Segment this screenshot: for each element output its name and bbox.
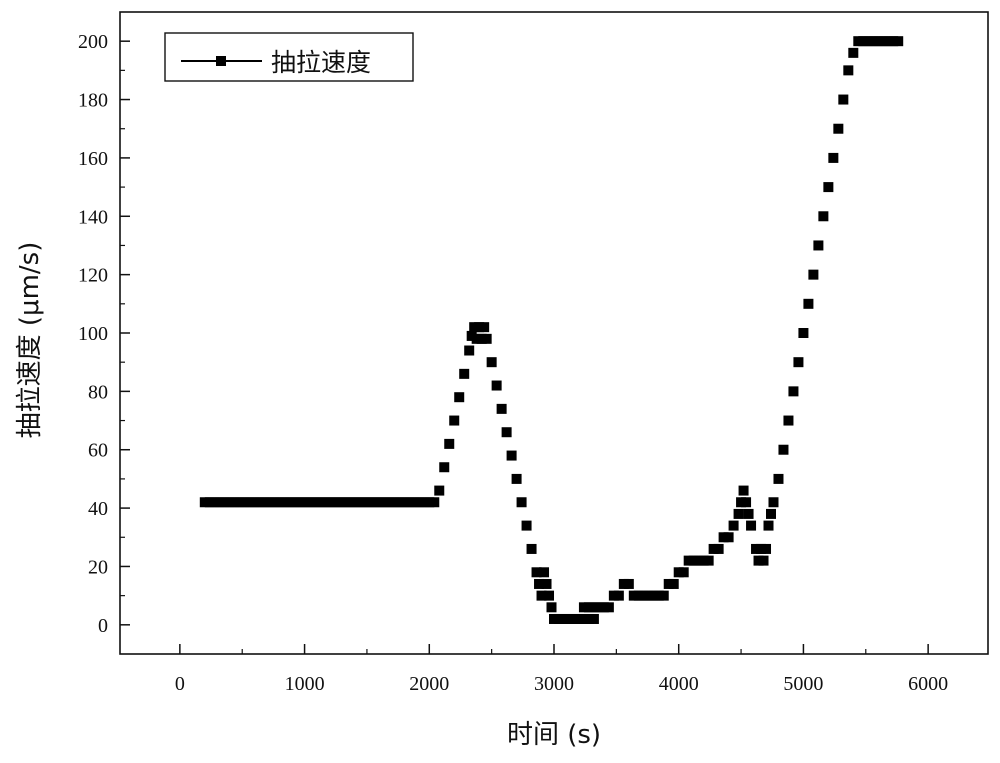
data-point <box>479 322 489 332</box>
data-point <box>604 602 614 612</box>
y-tick-label: 120 <box>78 265 108 287</box>
data-point <box>848 48 858 58</box>
y-tick-label: 140 <box>78 206 108 228</box>
y-tick-label: 200 <box>78 31 108 53</box>
data-point <box>464 346 474 356</box>
data-point <box>741 497 751 507</box>
data-point <box>783 416 793 426</box>
legend-label: 抽拉速度 <box>271 48 371 77</box>
data-point <box>589 614 599 624</box>
data-point <box>704 556 714 566</box>
data-point <box>439 462 449 472</box>
x-tick-label: 2000 <box>409 673 449 695</box>
y-tick-label: 0 <box>98 615 108 637</box>
data-point <box>539 567 549 577</box>
data-point <box>838 95 848 105</box>
data-point <box>823 182 833 192</box>
data-point <box>788 386 798 396</box>
data-point <box>818 211 828 221</box>
data-point <box>744 509 754 519</box>
x-tick-label: 6000 <box>908 673 948 695</box>
y-tick-label: 20 <box>88 556 108 578</box>
data-point <box>502 427 512 437</box>
data-point <box>729 521 739 531</box>
y-tick-label: 100 <box>78 323 108 345</box>
series-markers <box>200 36 903 624</box>
data-point <box>542 579 552 589</box>
data-point <box>544 591 554 601</box>
data-point <box>614 591 624 601</box>
x-tick-label: 3000 <box>534 673 574 695</box>
data-point <box>429 497 439 507</box>
data-point <box>547 602 557 612</box>
data-point <box>507 451 517 461</box>
x-axis-ticks: 0 1000 2000 3000 4000 5000 6000 <box>175 644 948 695</box>
data-point <box>739 486 749 496</box>
data-point <box>512 474 522 484</box>
data-point <box>893 36 903 46</box>
data-point <box>833 124 843 134</box>
y-tick-label: 40 <box>88 498 108 520</box>
legend-marker <box>216 56 226 66</box>
data-point <box>724 532 734 542</box>
data-point <box>778 445 788 455</box>
data-point <box>669 579 679 589</box>
data-point <box>808 270 818 280</box>
data-point <box>454 392 464 402</box>
data-point <box>679 567 689 577</box>
data-point <box>487 357 497 367</box>
x-axis-title: 时间 (s) <box>507 720 601 750</box>
y-tick-label: 60 <box>88 440 108 462</box>
data-point <box>793 357 803 367</box>
data-point <box>768 497 778 507</box>
data-point <box>434 486 444 496</box>
data-point <box>624 579 634 589</box>
x-tick-label: 4000 <box>659 673 699 695</box>
data-point <box>746 521 756 531</box>
data-point <box>734 509 744 519</box>
y-tick-label: 180 <box>78 90 108 112</box>
y-axis-title: 抽拉速度 (μm/s) <box>15 242 45 439</box>
data-point <box>828 153 838 163</box>
y-axis-ticks: 0 20 40 60 80 100 120 140 160 180 200 <box>78 31 130 637</box>
data-point <box>714 544 724 554</box>
data-point <box>497 404 507 414</box>
data-point <box>517 497 527 507</box>
data-point <box>764 521 774 531</box>
data-point <box>459 369 469 379</box>
plot-frame <box>120 12 988 654</box>
legend: 抽拉速度 <box>165 33 413 81</box>
x-tick-label: 0 <box>175 673 185 695</box>
data-point <box>659 591 669 601</box>
data-point <box>759 556 769 566</box>
x-tick-label: 1000 <box>285 673 325 695</box>
data-point <box>492 381 502 391</box>
data-point <box>813 240 823 250</box>
data-point <box>449 416 459 426</box>
data-point <box>761 544 771 554</box>
data-point <box>482 334 492 344</box>
data-point <box>843 65 853 75</box>
y-tick-label: 160 <box>78 148 108 170</box>
data-point <box>798 328 808 338</box>
data-point <box>444 439 454 449</box>
data-point <box>522 521 532 531</box>
data-point <box>766 509 776 519</box>
data-point <box>803 299 813 309</box>
y-tick-label: 80 <box>88 381 108 403</box>
x-tick-label: 5000 <box>783 673 823 695</box>
data-point <box>773 474 783 484</box>
data-point <box>527 544 537 554</box>
